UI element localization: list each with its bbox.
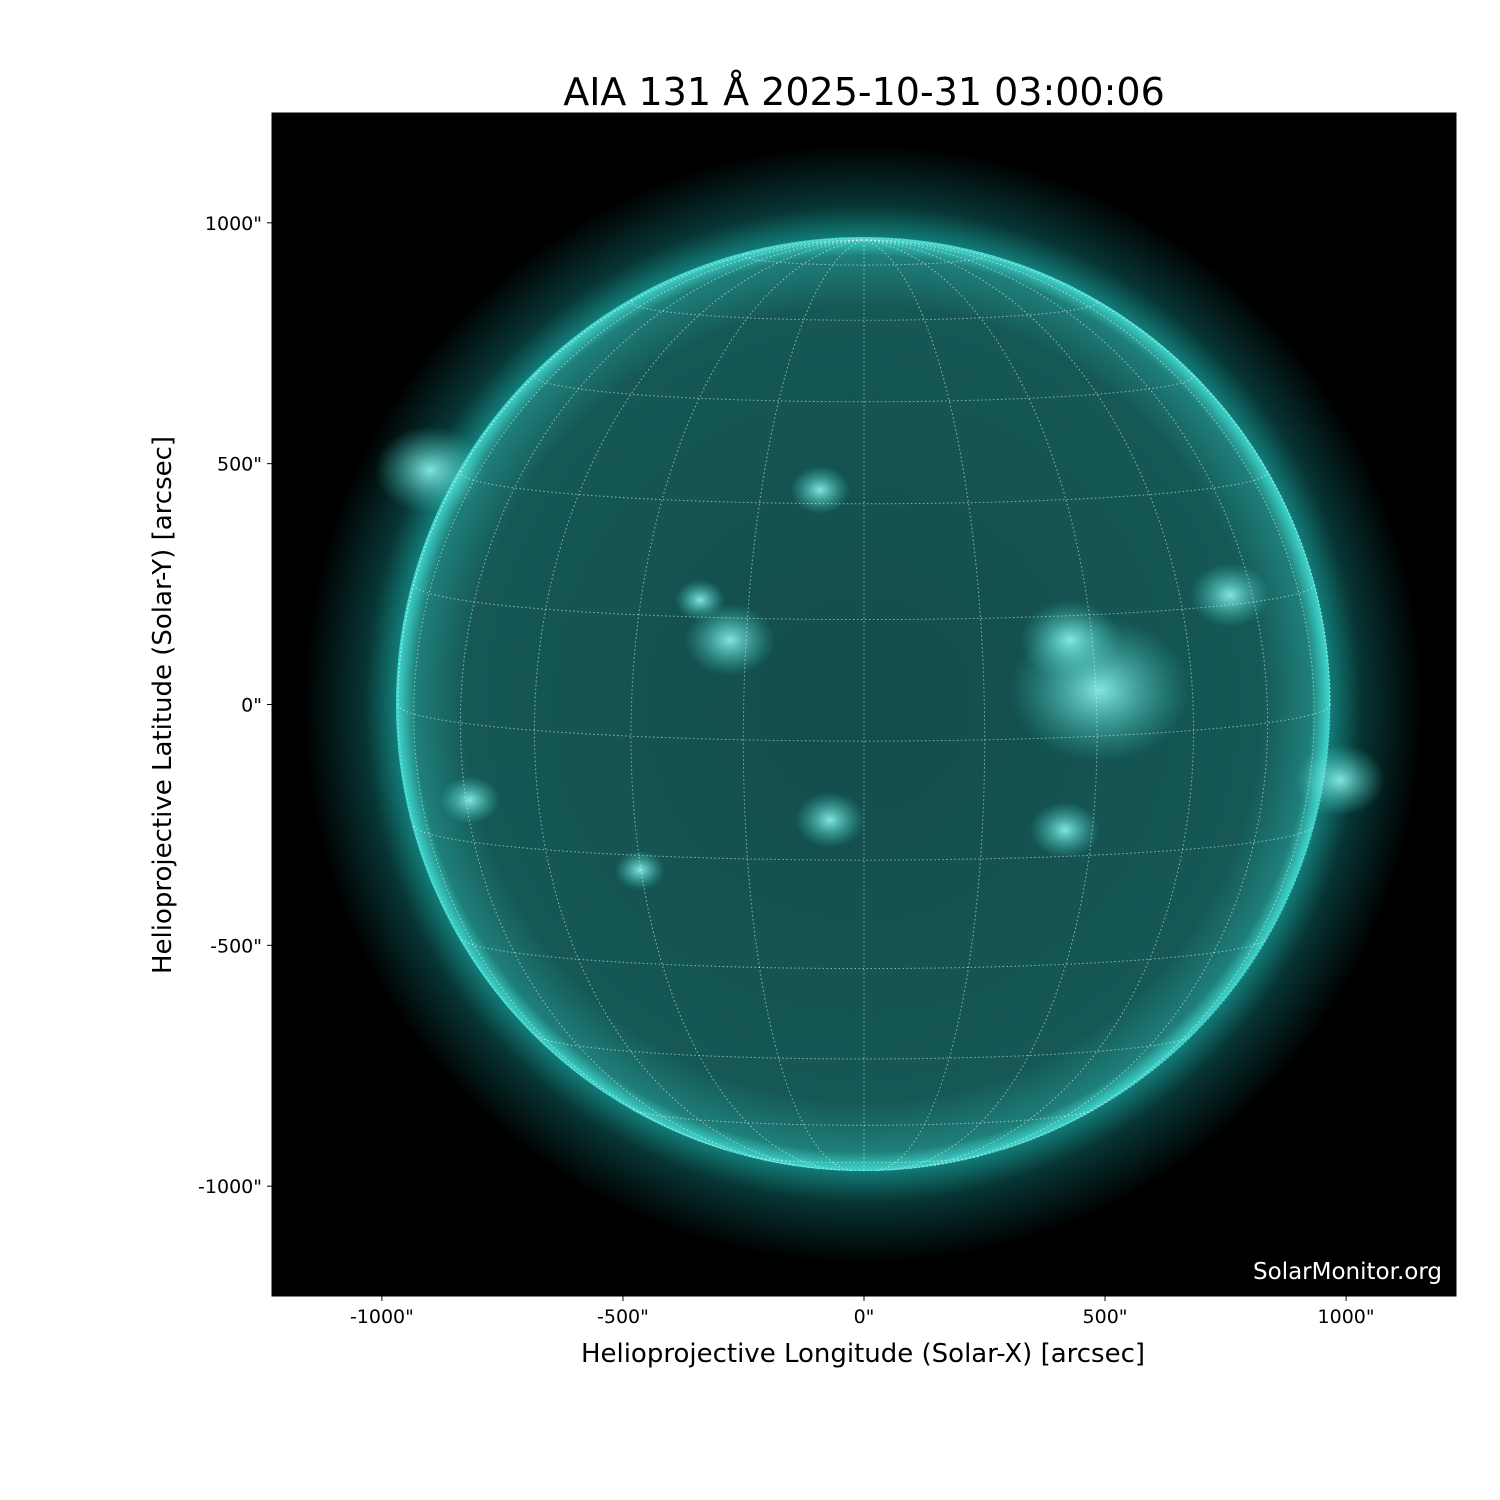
longitude-line <box>742 239 865 1171</box>
watermark: SolarMonitor.org <box>1253 1259 1442 1285</box>
active-region <box>615 850 665 890</box>
longitude-line <box>863 239 1315 1150</box>
x-axis-label: Helioprojective Longitude (Solar-X) [arc… <box>581 1339 1145 1369</box>
plot-title: AIA 131 Å 2025-10-31 03:00:06 <box>563 70 1165 114</box>
y-axis-ticks: 1000" 500" 0" -500" -1000" <box>198 213 272 1198</box>
active-regions <box>375 426 1385 890</box>
solar-image <box>272 113 1456 1296</box>
active-region <box>1190 563 1270 627</box>
longitude-line <box>863 239 986 1171</box>
latitude-line <box>460 938 1268 969</box>
y-tick-label: 500" <box>217 454 262 476</box>
latitude-line <box>535 1035 1193 1060</box>
active-region <box>440 776 500 824</box>
y-tick-label: -1000" <box>198 1176 262 1198</box>
longitude-line <box>863 239 1331 705</box>
latitude-line <box>413 825 1315 861</box>
latitude-line <box>459 470 1269 505</box>
active-region <box>1030 802 1100 858</box>
active-region <box>790 466 850 514</box>
x-tick-label: 0" <box>854 1306 875 1328</box>
latitude-line <box>533 373 1195 403</box>
x-tick-label: -500" <box>597 1306 649 1328</box>
latitude-line <box>742 252 986 266</box>
y-tick-label: 0" <box>241 695 262 717</box>
latitude-line <box>630 299 1098 321</box>
y-tick-label: -500" <box>210 935 262 957</box>
x-tick-label: 1000" <box>1318 1306 1375 1328</box>
active-region <box>375 426 485 514</box>
longitude-line <box>533 239 865 1169</box>
x-tick-label: -1000" <box>350 1306 414 1328</box>
active-region <box>1020 600 1120 680</box>
active-region <box>795 792 865 848</box>
active-region <box>675 580 725 620</box>
longitude-line <box>397 239 865 705</box>
latitude-line <box>749 1155 979 1164</box>
y-axis-label: Helioprojective Latitude (Solar-Y) [arcs… <box>148 436 178 974</box>
longitude-line <box>863 239 1195 1169</box>
active-region <box>685 604 775 676</box>
x-tick-label: 500" <box>1083 1306 1128 1328</box>
longitude-line <box>413 239 865 1150</box>
y-tick-label: 1000" <box>205 213 262 235</box>
active-region <box>1295 744 1385 816</box>
limb-line <box>397 237 1331 1172</box>
solar-disk <box>396 237 1330 1171</box>
heliographic-grid <box>397 237 1331 1172</box>
x-axis-ticks: -1000" -500" 0" 500" 1000" <box>350 1296 1375 1328</box>
